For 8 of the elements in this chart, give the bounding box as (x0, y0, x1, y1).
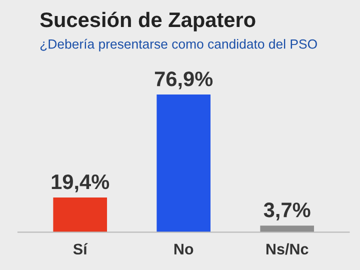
chart-subtitle: ¿Debería presentarse como candidato del PSO (40, 38, 317, 52)
chart-title: Sucesión de Zapatero (40, 12, 256, 32)
data-label: 19,4% (52, 174, 110, 192)
x-tick-label: Ns/Nc (266, 243, 308, 255)
x-tick-label: No (174, 244, 194, 255)
data-label: 76,9% (154, 72, 213, 90)
x-tick-label: Sí (73, 243, 88, 255)
data-label: 3,7% (264, 202, 310, 220)
